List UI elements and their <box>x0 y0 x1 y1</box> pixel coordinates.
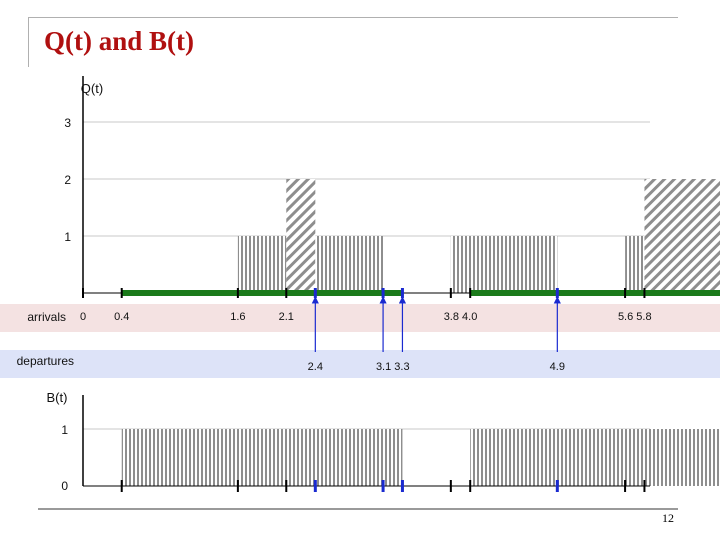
arrival-time-label: 3.8 4.0 <box>444 311 478 323</box>
frame-bottom-border <box>38 508 678 510</box>
arrival-time-label: 2.1 <box>279 311 294 323</box>
arrivals-band <box>0 304 720 332</box>
q-axis-title: Q(t) <box>81 81 103 96</box>
q-gridlines <box>83 121 650 237</box>
b-y-tick-label: 1 <box>61 423 68 437</box>
b-busy-area <box>470 429 720 486</box>
arrivals-row-label: arrivals <box>27 310 66 324</box>
q-y-tick-label: 3 <box>64 116 71 130</box>
q-area-segment <box>286 179 316 293</box>
b-area-segments <box>121 429 720 486</box>
departures-band <box>0 350 720 378</box>
arrival-time-label: 1.6 <box>230 311 245 323</box>
q-y-tick-label: 2 <box>64 173 71 187</box>
arrival-time-label: 0 <box>80 311 86 323</box>
departure-time-label: 2.4 <box>308 361 323 373</box>
slide-title: Q(t) and B(t) <box>44 26 194 56</box>
chart-labels: 1 2 3 1 0 arrivals departures 0 0.4 1.6 2.1 3.8 4.0… <box>17 81 652 493</box>
q-area-segment <box>644 179 720 293</box>
b-y-tick-label: 0 <box>61 479 68 493</box>
frame-top-border <box>28 17 678 18</box>
arrival-time-label: 0.4 <box>114 311 129 323</box>
departure-time-label: 4.9 <box>550 361 565 373</box>
q-area-segment <box>450 236 558 293</box>
q-area-segments <box>237 179 720 293</box>
departure-arrows <box>311 296 561 352</box>
departures-row-label: departures <box>17 354 74 368</box>
q-y-tick-label: 1 <box>64 230 71 244</box>
event-markers <box>82 288 646 492</box>
b-busy-area <box>121 429 403 486</box>
q-area-segment <box>625 236 645 293</box>
b-axis-title: B(t) <box>47 390 68 405</box>
q-area-segment <box>237 236 287 293</box>
page-number: 12 <box>662 511 674 525</box>
q-area-segment <box>315 236 384 293</box>
departure-time-label: 3.1 3.3 <box>376 361 410 373</box>
arrival-time-label: 5.6 5.8 <box>618 311 652 323</box>
frame-left-border <box>28 17 29 67</box>
